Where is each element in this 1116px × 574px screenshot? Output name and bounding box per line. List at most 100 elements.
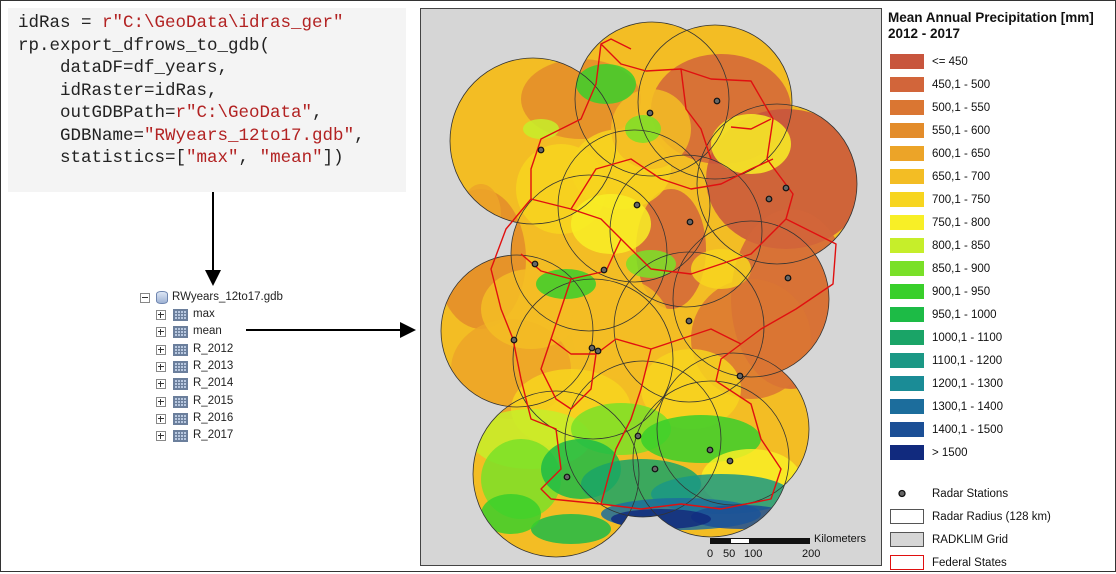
legend-label: 600,1 - 650 — [932, 148, 991, 160]
raster-icon — [173, 430, 188, 443]
expand-icon[interactable] — [156, 379, 166, 390]
legend-label: 450,1 - 500 — [932, 79, 991, 91]
radar-station-marker — [588, 344, 596, 352]
code-text: , — [354, 125, 365, 146]
radar-station-marker — [736, 372, 744, 380]
legend-label: 800,1 - 850 — [932, 240, 991, 252]
legend-label: 500,1 - 550 — [932, 102, 991, 114]
code-line: rp.export_dfrows_to_gdb( — [18, 35, 270, 58]
legend-swatch — [890, 284, 924, 299]
radar-station-marker — [537, 146, 545, 154]
code-text: GDBName= — [18, 125, 145, 146]
raster-icon — [173, 326, 188, 339]
legend-label: 1400,1 - 1500 — [932, 424, 1003, 436]
tree-item-label: R_2013 — [193, 359, 234, 372]
raster-icon — [173, 360, 188, 373]
scale-tick: 100 — [744, 548, 763, 560]
legend-label: 850,1 - 900 — [932, 263, 991, 275]
radar-station-marker — [651, 465, 659, 473]
tree-item-label: mean — [193, 325, 222, 338]
radar-station-marker — [784, 274, 792, 282]
legend-label: 1200,1 - 1300 — [932, 378, 1003, 390]
legend-swatch — [890, 215, 924, 230]
scale-tick: 200 — [802, 548, 821, 560]
radar-station-marker — [765, 195, 773, 203]
legend-label: Federal States — [932, 557, 1007, 569]
legend-swatch — [890, 100, 924, 115]
radklim-grid-swatch — [890, 532, 924, 547]
code-text: outGDBPath= — [18, 103, 176, 123]
code-string: "mean" — [259, 148, 323, 168]
raster-icon — [173, 395, 188, 408]
geodatabase-icon — [156, 291, 168, 304]
radar-station-marker — [594, 347, 602, 355]
code-text: idRas = — [18, 13, 103, 33]
legend-swatch — [890, 54, 924, 69]
legend-swatch — [890, 445, 924, 460]
legend-swatch — [890, 330, 924, 345]
radar-station-marker — [510, 336, 518, 344]
legend-label: 700,1 - 750 — [932, 194, 991, 206]
raster-icon — [173, 309, 188, 321]
tree-item-label: max — [193, 308, 215, 320]
radar-station-marker — [600, 266, 608, 274]
radar-station-marker — [686, 218, 694, 226]
code-line: dataDF=df_years, — [18, 57, 228, 80]
radar-station-marker — [685, 317, 693, 325]
radar-station-marker — [726, 457, 734, 465]
legend-title-line1: Mean Annual Precipitation [mm] — [888, 10, 1094, 25]
legend-label: RADKLIM Grid — [932, 534, 1009, 546]
radar-radius-swatch — [890, 509, 924, 524]
raster-icon — [173, 412, 188, 425]
radar-station-marker — [782, 184, 790, 192]
legend-swatch — [890, 146, 924, 161]
legend-label: 1100,1 - 1200 — [932, 355, 1003, 367]
collapse-icon[interactable] — [140, 293, 150, 303]
legend-label: 650,1 - 700 — [932, 171, 991, 183]
expand-icon[interactable] — [156, 344, 166, 355]
radar-station-marker — [634, 432, 642, 440]
legend-label: 1300,1 - 1400 — [932, 401, 1003, 413]
tree-item-label: R_2012 — [193, 342, 234, 355]
legend-swatch — [890, 238, 924, 253]
code-block: idRas = r"C:\GeoData\idras_ger" rp.export… — [8, 8, 406, 192]
code-text: dataDF=df_years, — [18, 58, 229, 78]
raster-icon — [173, 343, 188, 356]
radar-station-marker — [706, 446, 714, 454]
raster-icon — [173, 378, 188, 391]
legend-label: <= 450 — [932, 56, 968, 68]
legend-label: 550,1 - 600 — [932, 125, 991, 137]
radar-station-marker — [713, 97, 721, 105]
tree-root-label: RWyears_12to17.gdb — [172, 291, 283, 303]
code-text: ]) — [322, 148, 344, 168]
legend-label: Radar Radius (128 km) — [932, 511, 1051, 523]
tree-item-label: R_2015 — [193, 394, 234, 407]
code-text: rp.export_dfrows_to_gdb( — [18, 35, 271, 56]
code-line: idRas = r"C:\GeoData\idras_ger" — [18, 12, 344, 35]
legend-label: Radar Stations — [932, 488, 1009, 500]
radar-stations — [510, 97, 792, 481]
expand-icon[interactable] — [156, 310, 166, 320]
expand-icon[interactable] — [156, 413, 166, 424]
map-canvas — [440, 21, 858, 558]
legend-swatch — [890, 261, 924, 276]
expand-icon[interactable] — [156, 361, 166, 372]
radar-station-marker — [646, 109, 654, 117]
tree-item-label: R_2016 — [193, 411, 234, 424]
scale-unit: Kilometers — [814, 533, 866, 545]
federal-states-swatch — [890, 555, 924, 570]
code-line: statistics=["max", "mean"]) — [18, 147, 344, 170]
code-line: GDBName="RWyears_12to17.gdb", — [18, 125, 365, 148]
expand-icon[interactable] — [156, 431, 166, 442]
legend-swatch — [890, 169, 924, 184]
legend-label: 750,1 - 800 — [932, 217, 991, 229]
expand-icon[interactable] — [156, 327, 166, 338]
precipitation-map — [420, 8, 882, 566]
scale-bar: Kilometers 0 50 100 200 — [706, 533, 878, 566]
legend-title-line2: 2012 - 2017 — [888, 26, 961, 41]
legend-swatch — [890, 77, 924, 92]
federal-state-borders — [490, 38, 837, 510]
code-text: , — [312, 103, 323, 123]
expand-icon[interactable] — [156, 396, 166, 407]
